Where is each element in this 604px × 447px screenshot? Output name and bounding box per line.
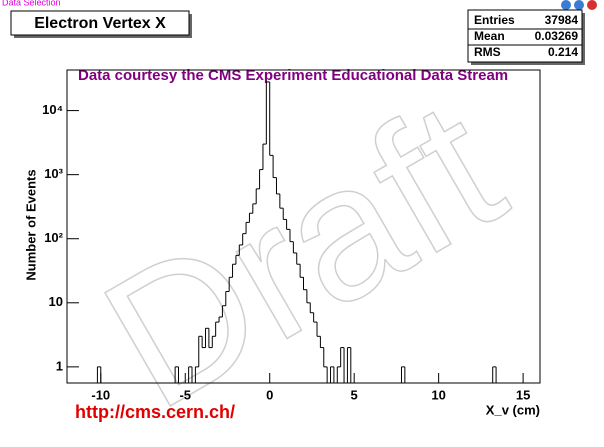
title-box [10, 10, 190, 36]
help-icon[interactable] [561, 0, 571, 10]
x-tick-label: 5 [351, 387, 358, 402]
y-tick-label: 10² [44, 230, 63, 245]
stats-value: 37984 [545, 13, 579, 27]
chart-title: Electron Vertex X [34, 15, 166, 32]
x-tick-label: 15 [516, 387, 530, 402]
url: http://cms.cern.ch/ [75, 402, 235, 422]
window-label: Data Selection [2, 0, 61, 7]
stats-box [467, 9, 583, 63]
stats-label: Entries [474, 13, 515, 27]
y-tick-label: 1 [56, 358, 63, 373]
stats-label: RMS [474, 45, 501, 59]
close-icon[interactable] [587, 0, 597, 10]
x-tick-label: -5 [179, 387, 191, 402]
info-icon[interactable] [574, 0, 584, 10]
watermark: Draft [71, 60, 534, 447]
plot-frame [66, 69, 541, 384]
x-axis-title: X_v (cm) [486, 402, 540, 417]
y-tick-label: 10³ [44, 166, 63, 181]
stats-value: 0.03269 [535, 29, 579, 43]
stats-label: Mean [474, 29, 505, 43]
y-tick-label: 10⁴ [42, 102, 63, 117]
y-tick-label: 10 [49, 294, 63, 309]
annotation: Data courtesy the CMS Experiment Educati… [78, 67, 508, 84]
y-axis-title: Number of Events [23, 169, 38, 280]
stats-value: 0.214 [548, 45, 578, 59]
x-tick-label: 0 [266, 387, 273, 402]
x-tick-label: 10 [431, 387, 445, 402]
x-tick-label: -10 [91, 387, 110, 402]
